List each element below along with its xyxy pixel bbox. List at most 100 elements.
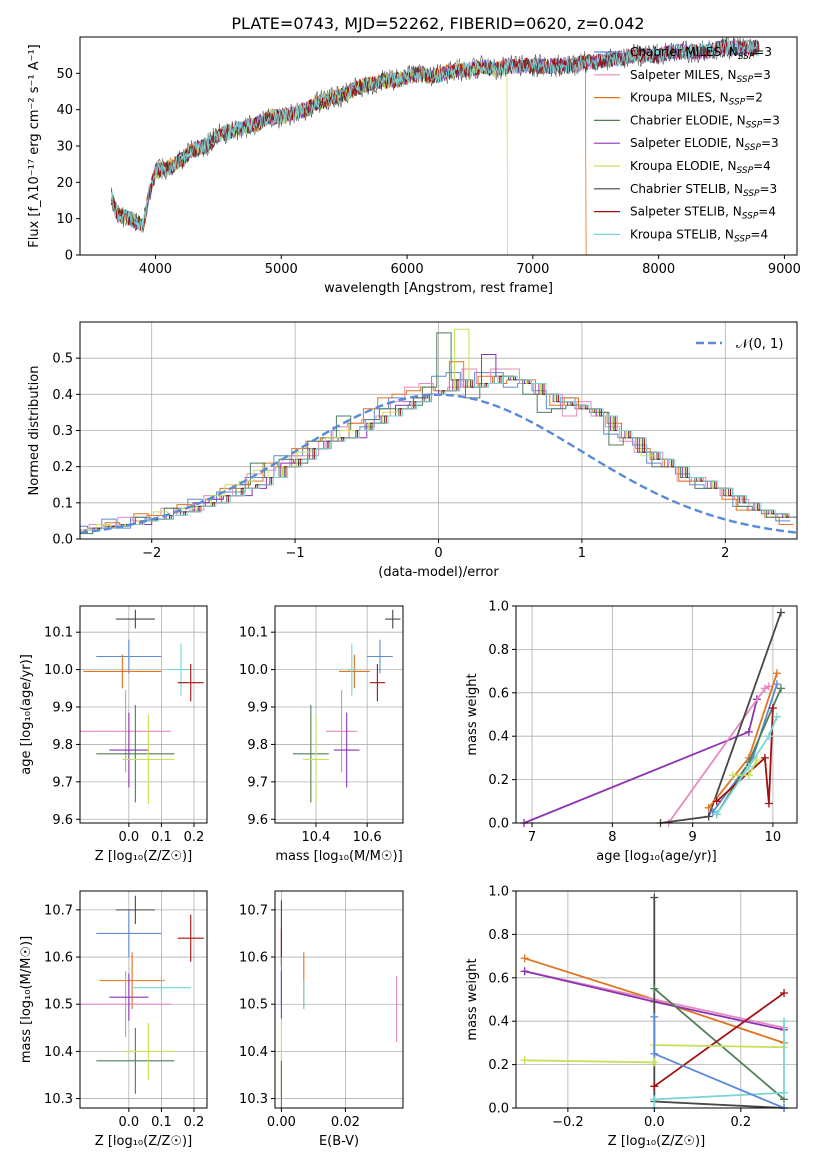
errorbar-points (280, 900, 398, 1108)
y-tick-label: 9.9 (52, 701, 73, 716)
spectrum-lines (111, 37, 760, 255)
weight-marker (520, 954, 529, 963)
y-tick-label: 0.1 (52, 496, 73, 511)
y-axis-label: Flux [f_λ10⁻¹⁷ erg cm⁻² s⁻¹ A⁻¹] (27, 44, 42, 248)
x-tick-label: 0.2 (184, 830, 205, 845)
weight-marker (764, 799, 773, 808)
legend-label: Salpeter MILES, NSSP=3 (630, 68, 771, 85)
x-tick-label: 7000 (516, 262, 549, 277)
x-tick-label: 0.0 (119, 1115, 140, 1130)
y-tick-label: 10.4 (44, 1045, 73, 1060)
weight-marker (708, 808, 717, 817)
x-axis-label: Z [log₁₀(Z/Z☉)] (95, 849, 192, 864)
x-axis-label: age [log₁₀(age/yr)] (596, 849, 717, 864)
axes-frame (79, 605, 208, 824)
legend-label-tail: =4 (753, 159, 771, 173)
legend-label: Chabrier STELIB, NSSP=3 (630, 182, 777, 199)
x-tick-label: 8 (608, 830, 616, 845)
weight-marker (704, 803, 713, 812)
errorbar-point (80, 690, 172, 773)
figure-title: PLATE=0743, MJD=52262, FIBERID=0620, z=0… (231, 14, 644, 33)
legend-label-main: Kroupa MILES, N (630, 91, 729, 105)
errorbar-point (109, 712, 149, 788)
x-tick-label: 0.0 (119, 830, 140, 845)
x-axis-label: E(B-V) (319, 1134, 359, 1149)
legend-label: Salpeter STELIB, NSSP=4 (630, 205, 776, 222)
legend-label-main: Chabrier MILES, N (630, 45, 738, 59)
legend-label: 𝒩(0, 1) (736, 337, 783, 352)
errorbar-point (109, 973, 149, 1021)
weight-marker (780, 1088, 789, 1097)
panel-weight_vs_age: 7 8 9 10 0.0 0.2 0.4 0.6 0.8 1.0 age [log₁₀(age/yr… (465, 600, 798, 864)
legend-label-main: Chabrier ELODIE, N (630, 113, 746, 127)
weight-lines (520, 608, 785, 827)
y-tick-label: 10.5 (44, 998, 73, 1013)
weight-marker (780, 1017, 789, 1026)
y-tick-label: 0.3 (52, 424, 73, 439)
errorbar-point (96, 705, 175, 803)
weight-marker (764, 732, 773, 741)
axes-frame (515, 890, 798, 1109)
x-tick-label: 1 (578, 546, 586, 561)
weight-marker (776, 684, 785, 693)
legend-label: Kroupa MILES, NSSP=2 (630, 91, 763, 108)
y-axis-label: mass weight (465, 673, 480, 755)
legend-label-sub: SSP (734, 234, 751, 244)
y-tick-label: 9.6 (247, 813, 268, 828)
axes-frame (274, 890, 404, 1109)
x-tick-label: 0.0 (644, 1115, 665, 1130)
panel-residuals: −2 −1 0 1 2 0.0 0.1 0.2 0.3 0.4 0.5 (data-model)/er… (27, 321, 798, 580)
x-axis-label: Z [log₁₀(Z/Z☉)] (95, 1134, 192, 1149)
weight-marker (650, 1012, 659, 1021)
errorbar-point (333, 712, 360, 788)
legend-label: Kroupa STELIB, NSSP=4 (630, 227, 768, 244)
weight-line (653, 1021, 785, 1108)
x-tick-label: 0.00 (267, 1115, 296, 1130)
legend-label: Chabrier ELODIE, NSSP=3 (630, 113, 780, 130)
histogram-steps (80, 328, 797, 535)
errorbar-point (339, 654, 370, 689)
histogram-step-line (80, 368, 792, 531)
errorbar-point (122, 714, 175, 805)
weight-marker (768, 703, 777, 712)
legend-label-main: Salpeter STELIB, N (630, 205, 742, 219)
y-tick-label: 0.2 (488, 773, 509, 788)
x-tick-label: 2 (721, 546, 729, 561)
y-tick-label: 0.8 (488, 928, 509, 943)
axes-frame (274, 605, 404, 824)
y-tick-label: 9.8 (247, 738, 268, 753)
x-tick-label: 0.02 (331, 1115, 360, 1130)
x-tick-label: 0 (434, 546, 442, 561)
panel-mass_vs_ebv: 0.00 0.02 10.3 10.4 10.5 10.6 10.7 E(B-V) (239, 890, 404, 1149)
y-tick-label: 10.4 (239, 1045, 268, 1060)
y-tick-label: 10.0 (239, 663, 268, 678)
x-axis-label: mass [log₁₀(M/M☉)] (275, 849, 402, 864)
legend-label-tail: =3 (762, 113, 780, 127)
errorbar-points (80, 895, 204, 1094)
y-tick-label: 10.7 (239, 903, 268, 918)
x-tick-label: 8000 (642, 262, 675, 277)
y-tick-label: 0.8 (488, 643, 509, 658)
weight-marker (772, 680, 781, 689)
panel-age_vs_mass: 10.4 10.6 9.6 9.7 9.8 9.9 10.0 10.1 mass [log₁₀(… (239, 605, 404, 864)
x-tick-label: −1 (286, 546, 305, 561)
y-tick-label: 9.7 (52, 775, 73, 790)
weight-marker (728, 771, 737, 780)
histogram-step-line (80, 332, 796, 535)
weight-marker (780, 988, 789, 997)
x-tick-label: 9 (688, 830, 696, 845)
errorbar-point (177, 663, 204, 702)
y-tick-label: 1.0 (488, 600, 509, 615)
y-axis-label: mass weight (465, 958, 480, 1040)
x-tick-label: 7 (528, 830, 536, 845)
y-tick-label: 0.5 (52, 352, 73, 367)
errorbar-point (99, 952, 165, 1009)
y-axis-label: mass [log₁₀(M/M☉)] (19, 936, 34, 1063)
legend-label-tail: =3 (753, 68, 771, 82)
x-axis-label: wavelength [Angstrom, rest frame] (324, 281, 553, 296)
weight-marker (650, 1049, 659, 1058)
chart-panels: 4000 5000 6000 7000 8000 900001020304050wavel… (19, 36, 801, 1149)
weight-marker (704, 812, 713, 821)
legend-label-main: Salpeter ELODIE, N (630, 136, 744, 150)
